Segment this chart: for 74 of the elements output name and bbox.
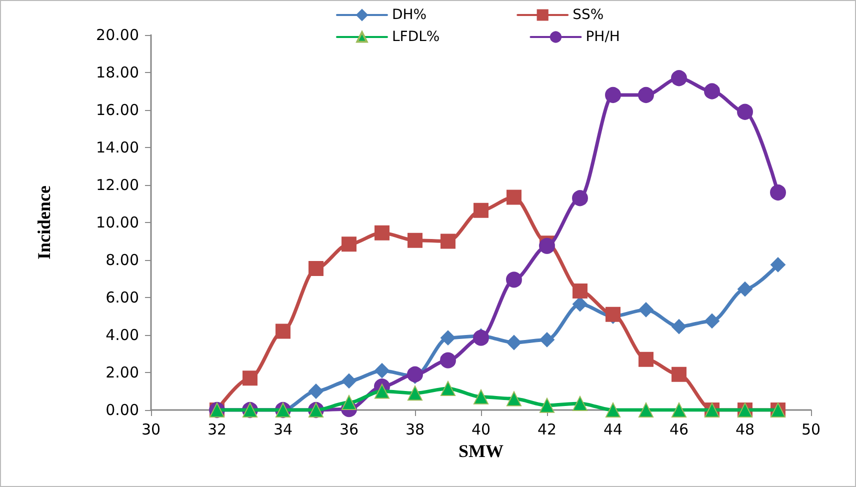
point xyxy=(540,398,554,413)
point xyxy=(606,402,620,418)
x-tick-label: 38 xyxy=(405,420,425,438)
y-tick-label: 12.00 xyxy=(96,176,139,194)
point xyxy=(572,283,588,298)
point xyxy=(308,260,324,276)
point xyxy=(672,402,686,418)
x-tick-label: 42 xyxy=(537,420,557,438)
point xyxy=(572,396,588,411)
y-tick-label: 10.00 xyxy=(96,214,139,232)
point xyxy=(342,373,356,388)
point xyxy=(440,330,456,346)
point xyxy=(737,104,753,120)
point xyxy=(374,363,390,378)
point xyxy=(407,366,423,382)
y-tick-label: 14.00 xyxy=(96,138,139,156)
y-tick-label: 8.00 xyxy=(106,251,139,269)
point xyxy=(638,402,654,418)
x-tick-label: 44 xyxy=(603,420,623,438)
point xyxy=(638,302,654,318)
point xyxy=(672,319,686,334)
x-tick-label: 32 xyxy=(207,420,227,438)
y-tick-label: 4.00 xyxy=(106,326,139,344)
point xyxy=(506,272,522,288)
point xyxy=(506,391,522,406)
y-tick-label: 18.00 xyxy=(96,64,139,82)
point xyxy=(704,313,720,328)
point xyxy=(474,389,488,404)
point xyxy=(276,324,290,339)
point xyxy=(638,87,654,103)
point xyxy=(738,282,752,297)
point xyxy=(308,384,324,399)
x-axis-title: SMW xyxy=(458,440,504,461)
legend-label: SS% xyxy=(572,7,604,23)
x-tick-label: 46 xyxy=(669,420,689,438)
point xyxy=(242,370,258,386)
point xyxy=(572,296,588,312)
x-tick-label: 50 xyxy=(801,420,821,438)
x-tick-label: 40 xyxy=(471,420,491,438)
point xyxy=(342,236,356,252)
legend-label: PH/H xyxy=(586,29,620,45)
y-tick-label: 0.00 xyxy=(106,401,139,419)
y-tick-label: 2.00 xyxy=(106,364,139,382)
point xyxy=(672,366,686,382)
point xyxy=(770,257,786,272)
y-tick-label: 6.00 xyxy=(106,288,139,306)
point xyxy=(408,386,422,401)
y-tick-label: 16.00 xyxy=(96,101,139,119)
point xyxy=(572,190,588,206)
x-tick-label: 36 xyxy=(339,420,359,438)
legend-label: LFDL% xyxy=(392,29,440,45)
point xyxy=(671,70,687,86)
y-tick-label: 20.00 xyxy=(96,26,139,44)
point xyxy=(540,332,554,348)
point xyxy=(374,225,390,240)
point xyxy=(474,202,488,218)
point xyxy=(539,238,555,254)
point xyxy=(440,234,456,249)
point xyxy=(440,352,456,368)
point xyxy=(704,83,720,100)
y-axis-title: Incidence xyxy=(34,185,54,260)
x-tick-label: 30 xyxy=(141,420,161,438)
x-tick-label: 34 xyxy=(273,420,293,438)
point xyxy=(638,352,654,367)
point xyxy=(440,380,456,396)
legend-label: DH% xyxy=(392,7,427,23)
point xyxy=(374,384,390,399)
point xyxy=(342,395,356,410)
point xyxy=(506,335,522,350)
point xyxy=(506,190,522,205)
point xyxy=(770,184,786,200)
point xyxy=(605,87,621,103)
x-tick-label: 48 xyxy=(735,420,755,438)
point xyxy=(408,232,422,248)
